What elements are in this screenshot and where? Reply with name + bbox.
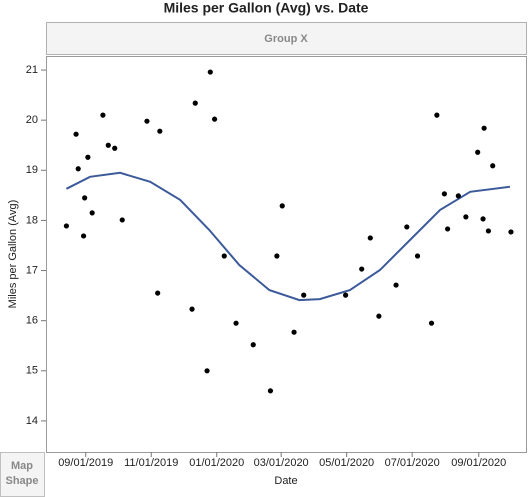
y-tick-label: 17: [26, 264, 38, 276]
data-point: [75, 166, 81, 172]
data-point: [144, 118, 150, 124]
data-point: [274, 253, 280, 259]
group-label: Group X: [264, 33, 308, 45]
data-point: [393, 282, 399, 288]
data-point: [441, 191, 447, 197]
data-point: [508, 229, 514, 235]
data-point: [480, 216, 486, 222]
y-tick-label: 21: [26, 64, 38, 76]
x-tick-label: 03/01/2020: [254, 457, 309, 469]
data-point: [445, 226, 451, 232]
data-point: [207, 69, 213, 75]
group-header: [46, 22, 527, 55]
data-point: [105, 142, 111, 148]
data-point: [367, 235, 373, 241]
plot-frame: [46, 56, 527, 453]
data-point: [455, 193, 461, 199]
data-point: [80, 233, 87, 239]
data-point: [221, 253, 227, 259]
data-point: [204, 368, 210, 374]
x-axis-label: Date: [274, 475, 297, 487]
data-point: [250, 342, 256, 348]
data-point: [481, 125, 487, 131]
y-tick-label: 14: [26, 415, 38, 427]
side-panel-label: Shape: [5, 475, 38, 487]
data-point: [73, 131, 79, 137]
data-point: [404, 224, 410, 230]
x-tick-label: 11/01/2019: [124, 457, 178, 469]
data-point: [157, 128, 163, 134]
data-point: [301, 292, 307, 298]
data-point: [414, 253, 421, 259]
data-point: [233, 320, 239, 326]
y-tick-label: 20: [26, 114, 38, 126]
data-point: [267, 388, 274, 394]
y-axis-label: Miles per Gallon (Avg): [7, 200, 19, 309]
y-tick-label: 19: [26, 164, 38, 176]
y-tick-label: 16: [26, 315, 38, 327]
data-point: [490, 163, 496, 169]
data-point: [376, 313, 382, 319]
data-point: [82, 195, 88, 201]
data-point: [211, 116, 218, 122]
data-point: [85, 154, 91, 160]
data-point: [359, 266, 365, 272]
x-tick-label: 01/01/2020: [189, 457, 244, 469]
data-point: [428, 320, 435, 326]
data-point: [63, 223, 70, 229]
data-point: [119, 217, 125, 223]
smoother-line: [65, 171, 511, 302]
data-point: [189, 306, 195, 312]
data-point: [463, 214, 469, 220]
data-point: [291, 329, 297, 335]
data-point: [89, 210, 95, 216]
data-point: [100, 112, 106, 118]
x-tick-label: 09/01/2019: [58, 457, 113, 469]
y-tick-label: 15: [26, 365, 38, 377]
y-tick-label: 18: [26, 214, 38, 226]
data-point: [475, 149, 481, 155]
data-point: [485, 228, 492, 234]
side-panel-label: Map: [11, 460, 33, 472]
data-point: [434, 112, 440, 118]
x-tick-label: 05/01/2020: [319, 457, 374, 469]
data-point: [112, 145, 118, 151]
data-point: [155, 290, 161, 296]
x-tick-label: 07/01/2020: [385, 457, 440, 469]
side-panel: [0, 452, 45, 497]
data-point: [192, 100, 198, 106]
data-point: [342, 292, 349, 298]
x-tick-label: 09/01/2020: [451, 457, 506, 469]
data-point: [279, 203, 285, 209]
chart-title: Miles per Gallon (Avg) vs. Date: [164, 0, 369, 16]
